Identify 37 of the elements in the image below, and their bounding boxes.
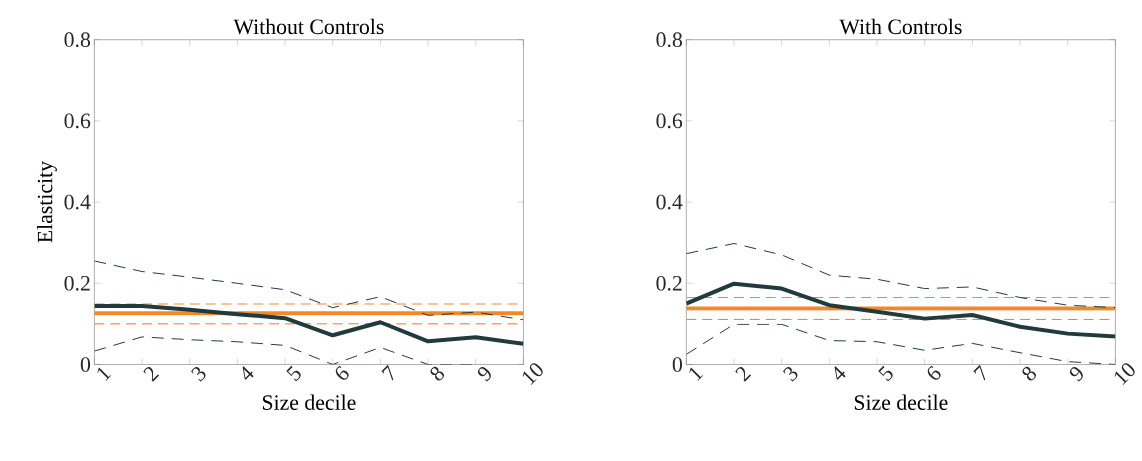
y-tick-label: 0.8 [64, 32, 91, 48]
chart-title: With Controls [839, 18, 962, 35]
x-tick-label: 9 [477, 367, 491, 382]
x-axis-title: Size decile [854, 394, 948, 411]
x-tick-label: 3 [783, 367, 798, 382]
y-tick-label: 0.6 [64, 113, 91, 129]
y-tick-label: 0 [672, 357, 682, 372]
y-tick-label: 0 [80, 357, 91, 372]
y-tick-label: 0.2 [64, 275, 90, 291]
chart-title: Without Controls [233, 18, 384, 35]
x-tick-label: 2 [143, 367, 160, 382]
line-series [94, 304, 524, 346]
y-axis-title: Elasticity [37, 161, 57, 243]
x-tick-label: 8 [430, 366, 445, 381]
y-tick-label: 0.6 [656, 113, 683, 129]
x-tick-label: 10 [1114, 363, 1135, 386]
x-tick-label: 1 [689, 367, 704, 382]
x-tick-label: 1 [97, 367, 112, 382]
y-tick-label: 0.4 [64, 194, 91, 210]
x-tick-label: 5 [286, 365, 301, 382]
x-tick-label: 10 [522, 363, 543, 386]
x-tick-label: 2 [735, 367, 752, 382]
x-tick-label: 9 [1069, 367, 1083, 382]
x-tick-label: 4 [242, 366, 254, 380]
x-tick-label: 7 [973, 365, 986, 381]
y-tick-label: 0.8 [656, 32, 682, 48]
x-tick-label: 7 [381, 365, 394, 381]
line-series [686, 281, 1116, 339]
y-tick-label: 0.2 [656, 275, 682, 291]
x-tick-label: 3 [191, 367, 206, 382]
x-tick-label: 4 [834, 366, 846, 380]
x-tick-label: 6 [927, 365, 941, 380]
x-tick-label: 5 [878, 365, 893, 382]
x-tick-label: 8 [1022, 366, 1037, 381]
x-axis-title: Size decile [262, 394, 356, 411]
x-tick-label: 6 [335, 365, 349, 380]
y-tick-label: 0.4 [656, 194, 683, 210]
